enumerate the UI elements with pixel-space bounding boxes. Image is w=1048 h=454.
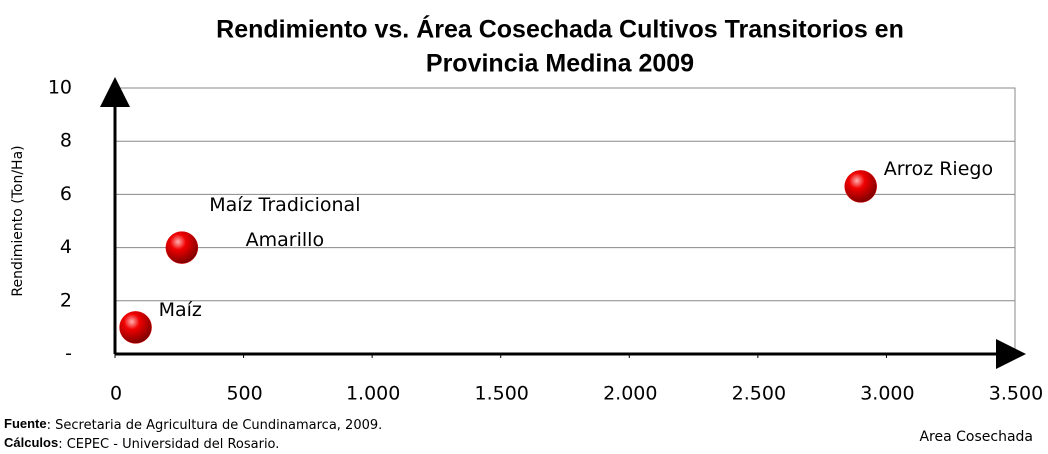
point <box>165 231 199 264</box>
point-label: Maíz <box>159 299 202 321</box>
chart-title: Rendimiento vs. Área Cosechada Cultivos … <box>216 15 904 44</box>
x-tick-label: 0 <box>110 383 122 405</box>
point-label: Amarillo <box>246 229 324 251</box>
y-tick-label: 2 <box>60 289 72 311</box>
point-label: Maíz Tradicional <box>209 194 360 216</box>
y-axis-label: Rendimiento (Ton/Ha) <box>10 145 26 296</box>
x-tick-label: 3.000 <box>860 383 914 405</box>
x-tick-label: 3.500 <box>989 383 1043 405</box>
footnote: Fuente: Secretaria de Agricultura de Cun… <box>4 416 382 432</box>
point <box>844 170 877 203</box>
x-tick-label: 1.000 <box>346 383 400 405</box>
point <box>119 311 152 344</box>
x-tick-label: 500 <box>226 383 262 405</box>
x-tick-label: 2.000 <box>603 383 657 405</box>
y-tick-label: 6 <box>60 183 72 205</box>
plot-border <box>114 87 1016 355</box>
y-tick-label: 8 <box>60 130 72 152</box>
x-axis-label: Area Cosechada <box>919 429 1033 445</box>
point-label: Arroz Riego <box>884 158 993 180</box>
x-tick-label: 2.500 <box>732 383 786 405</box>
footnote-label: Cálculos <box>4 435 58 450</box>
chart-title: Provincia Medina 2009 <box>426 50 694 78</box>
x-tick-label: 1.500 <box>475 383 529 405</box>
footnote-text: : CEPEC - Universidad del Rosario. <box>58 437 279 452</box>
y-tick-label: 10 <box>48 77 72 99</box>
footnote: Cálculos: CEPEC - Universidad del Rosari… <box>4 435 279 451</box>
footnote-text: : Secretaria de Agricultura de Cundinama… <box>47 418 383 433</box>
footnote-label: Fuente <box>4 416 47 431</box>
y-tick-label: 4 <box>60 236 72 258</box>
y-tick-label: - <box>65 343 72 365</box>
